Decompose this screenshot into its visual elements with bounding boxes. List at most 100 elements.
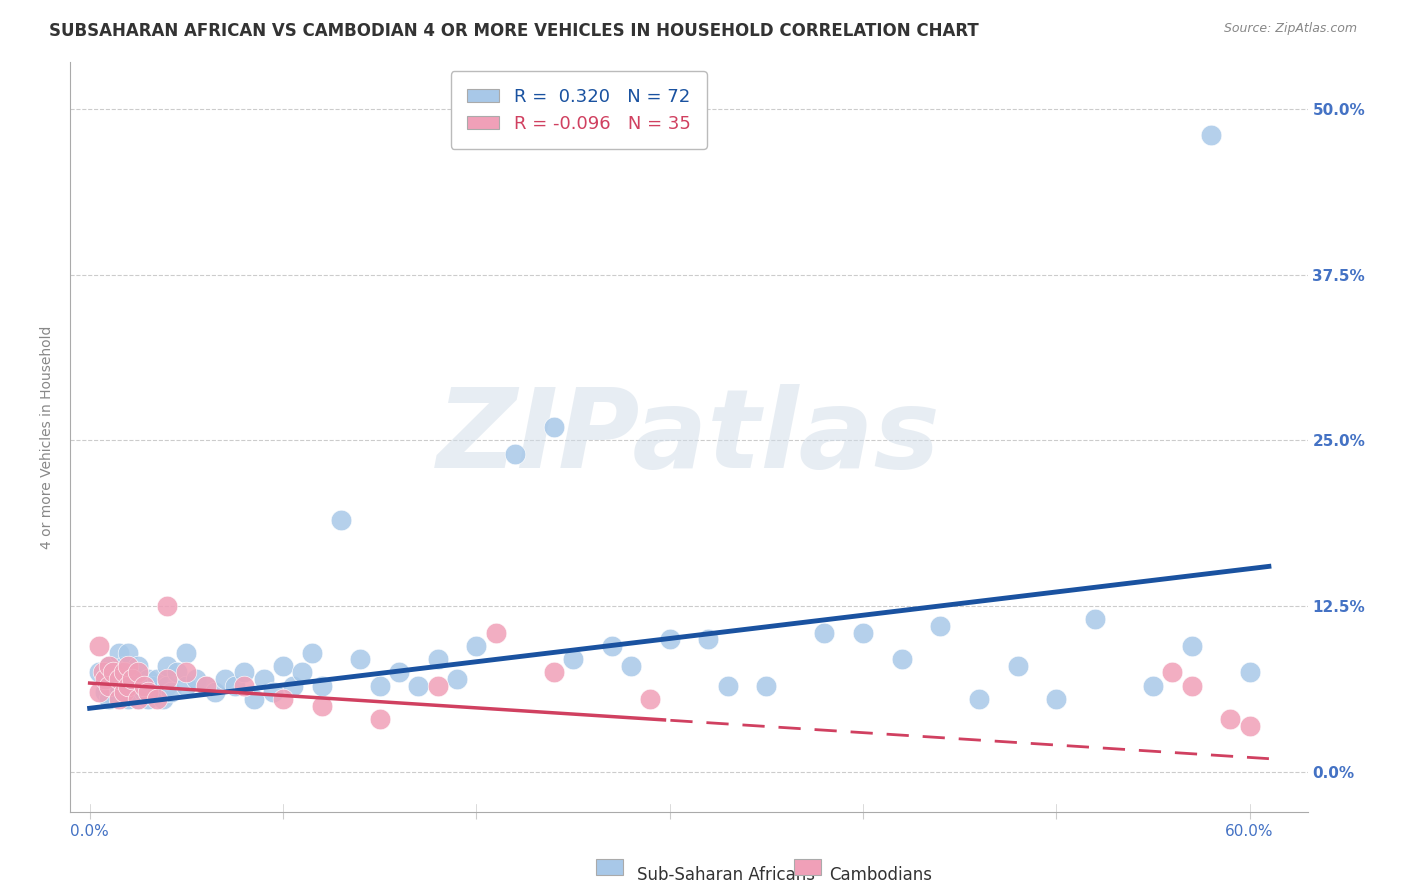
Point xyxy=(1007,658,1029,673)
Point xyxy=(152,692,174,706)
Point xyxy=(156,658,179,673)
Point xyxy=(291,665,314,680)
Point xyxy=(117,646,139,660)
FancyBboxPatch shape xyxy=(596,859,623,875)
Text: Sub-Saharan Africans: Sub-Saharan Africans xyxy=(637,865,815,884)
Point xyxy=(368,712,391,726)
Point xyxy=(243,692,266,706)
Point xyxy=(160,685,183,699)
Point xyxy=(136,685,159,699)
Point xyxy=(94,672,117,686)
Point xyxy=(717,679,740,693)
Point xyxy=(1045,692,1067,706)
Point xyxy=(107,679,129,693)
Point xyxy=(408,679,430,693)
Point xyxy=(141,679,163,693)
Point xyxy=(755,679,778,693)
Point xyxy=(426,652,449,666)
Point xyxy=(262,685,284,699)
Point xyxy=(132,679,155,693)
Point xyxy=(114,658,135,673)
Point xyxy=(121,672,143,686)
Point xyxy=(114,685,135,699)
Point xyxy=(194,679,217,693)
Point xyxy=(94,685,117,699)
Point xyxy=(271,658,294,673)
Point xyxy=(330,513,353,527)
Point xyxy=(446,672,468,686)
Point xyxy=(484,625,508,640)
Point xyxy=(658,632,681,647)
Point xyxy=(311,698,333,713)
Point xyxy=(174,679,197,693)
Point xyxy=(368,679,391,693)
Point xyxy=(620,658,643,673)
Point xyxy=(91,665,114,680)
Point xyxy=(813,625,835,640)
Point xyxy=(127,692,149,706)
Point xyxy=(349,652,371,666)
Point xyxy=(117,692,139,706)
Point xyxy=(117,679,139,693)
Point xyxy=(503,447,526,461)
Point xyxy=(98,692,120,706)
Legend: R =  0.320   N = 72, R = -0.096   N = 35: R = 0.320 N = 72, R = -0.096 N = 35 xyxy=(450,71,707,149)
Point xyxy=(426,679,449,693)
Point xyxy=(101,672,124,686)
Text: Cambodians: Cambodians xyxy=(828,865,932,884)
Point xyxy=(1239,665,1261,680)
Point xyxy=(543,420,565,434)
Point xyxy=(127,665,149,680)
Point xyxy=(89,685,111,699)
Point xyxy=(117,658,139,673)
Point xyxy=(132,685,155,699)
Point xyxy=(107,646,129,660)
Point xyxy=(89,665,111,680)
Point xyxy=(271,692,294,706)
Point xyxy=(1161,665,1184,680)
Point xyxy=(388,665,411,680)
Point xyxy=(1181,639,1204,653)
Point xyxy=(697,632,720,647)
Point xyxy=(127,692,149,706)
Point xyxy=(224,679,246,693)
Point xyxy=(301,646,323,660)
Point xyxy=(1142,679,1164,693)
Point xyxy=(233,679,256,693)
Point xyxy=(852,625,875,640)
Point xyxy=(253,672,276,686)
Point xyxy=(929,619,952,633)
Point xyxy=(89,639,111,653)
Point xyxy=(281,679,304,693)
Point xyxy=(107,672,129,686)
Point xyxy=(1219,712,1241,726)
Point xyxy=(890,652,912,666)
Point xyxy=(174,646,197,660)
Y-axis label: 4 or more Vehicles in Household: 4 or more Vehicles in Household xyxy=(41,326,55,549)
Point xyxy=(204,685,226,699)
Point xyxy=(1084,612,1107,626)
Point xyxy=(136,692,159,706)
Point xyxy=(101,665,124,680)
Point xyxy=(174,665,197,680)
Point xyxy=(156,672,179,686)
Point xyxy=(1199,128,1222,143)
Point xyxy=(166,665,188,680)
Point xyxy=(146,685,169,699)
Point xyxy=(107,692,129,706)
Point xyxy=(117,672,139,686)
Text: Source: ZipAtlas.com: Source: ZipAtlas.com xyxy=(1223,22,1357,36)
Point xyxy=(98,679,120,693)
Point xyxy=(562,652,585,666)
Point xyxy=(146,672,169,686)
Text: SUBSAHARAN AFRICAN VS CAMBODIAN 4 OR MORE VEHICLES IN HOUSEHOLD CORRELATION CHAR: SUBSAHARAN AFRICAN VS CAMBODIAN 4 OR MOR… xyxy=(49,22,979,40)
Point xyxy=(184,672,207,686)
Point xyxy=(543,665,565,680)
Point xyxy=(640,692,662,706)
Point xyxy=(311,679,333,693)
Point xyxy=(121,679,143,693)
Point xyxy=(156,599,179,614)
Point xyxy=(214,672,236,686)
Point xyxy=(156,679,179,693)
Point xyxy=(127,672,149,686)
